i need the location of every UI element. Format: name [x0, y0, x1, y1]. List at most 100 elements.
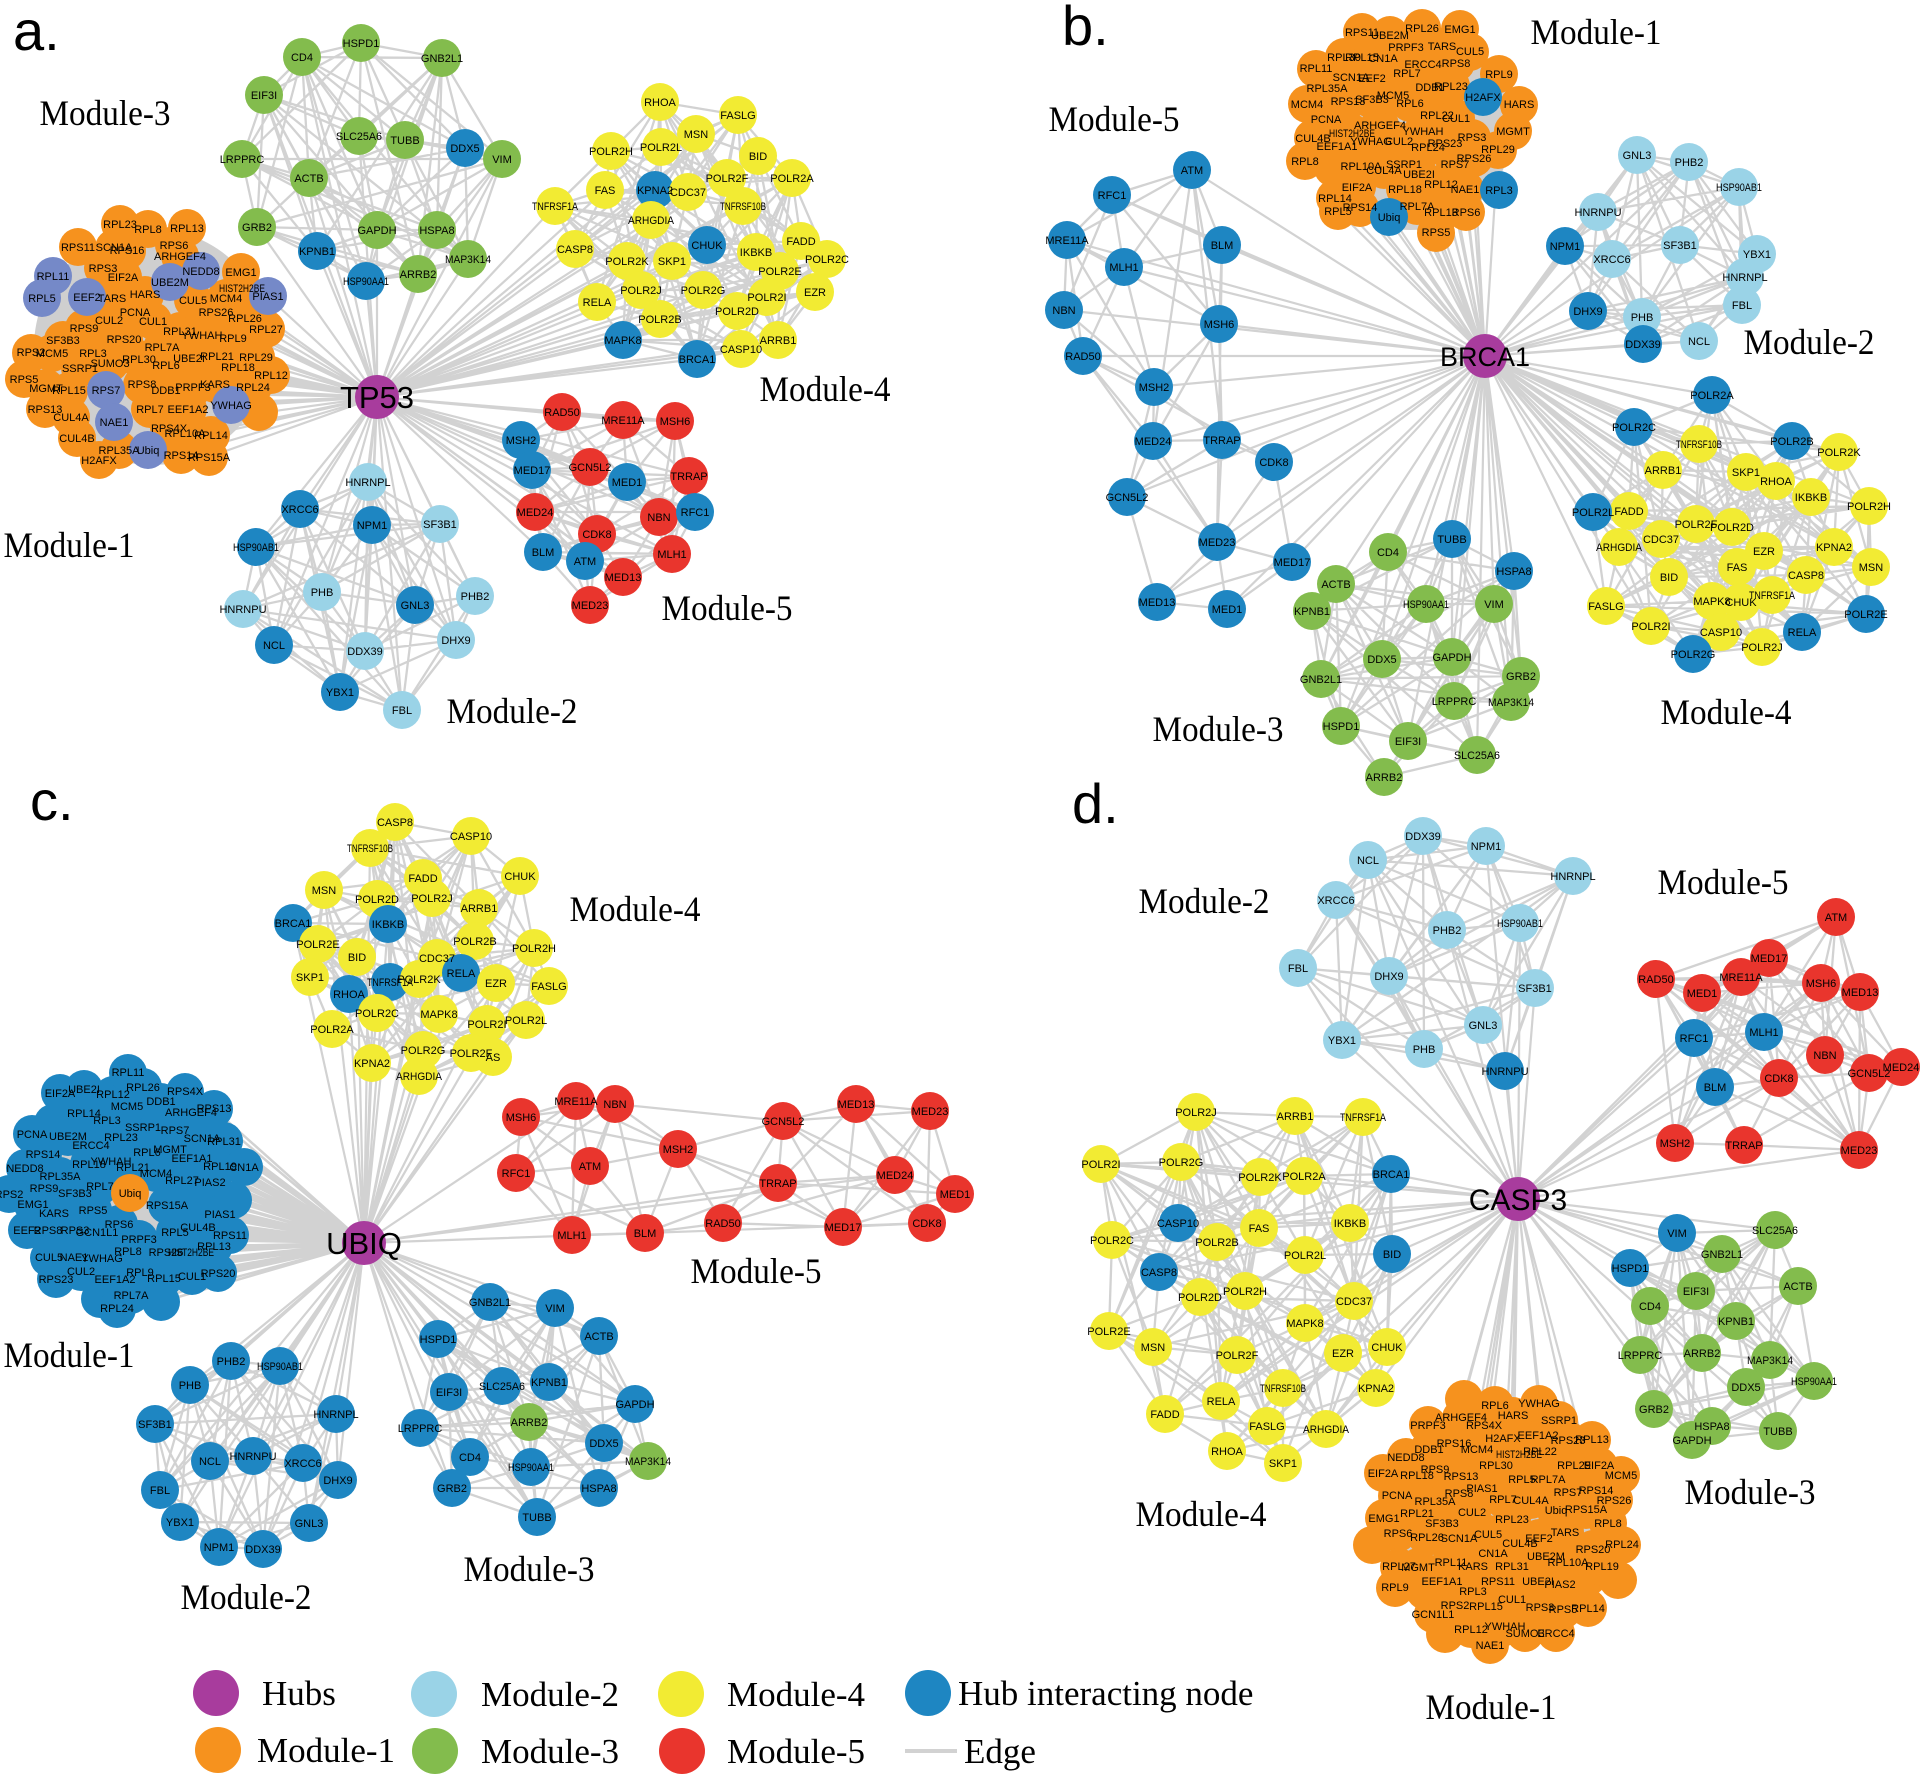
svg-text:PHB2: PHB2 [1433, 925, 1462, 937]
svg-text:Module-5: Module-5 [1049, 99, 1180, 139]
svg-text:MGMT: MGMT [153, 1144, 187, 1156]
svg-text:CUL5: CUL5 [1474, 1529, 1502, 1541]
svg-text:HNRNPU: HNRNPU [1481, 1066, 1528, 1078]
svg-text:RPL23: RPL23 [1495, 1514, 1529, 1526]
svg-text:CDC37: CDC37 [1336, 1296, 1372, 1308]
svg-text:RPL7: RPL7 [136, 404, 164, 416]
svg-text:SF3B1: SF3B1 [138, 1419, 172, 1431]
svg-text:POLR2A: POLR2A [1282, 1171, 1326, 1183]
svg-text:GAPDH: GAPDH [615, 1399, 654, 1411]
svg-text:RPS13: RPS13 [197, 1103, 232, 1115]
svg-text:RPL14: RPL14 [194, 430, 228, 442]
svg-text:EIF2A: EIF2A [1342, 182, 1373, 194]
svg-text:BRCA1: BRCA1 [275, 918, 312, 930]
svg-text:DDX39: DDX39 [245, 1544, 280, 1556]
svg-text:RPL9: RPL9 [1485, 69, 1513, 81]
svg-text:PIAS1: PIAS1 [252, 291, 283, 303]
svg-text:YBX1: YBX1 [166, 1517, 194, 1529]
svg-text:NEDD8: NEDD8 [1387, 1452, 1424, 1464]
svg-text:MED24: MED24 [1135, 436, 1172, 448]
svg-text:MGMT: MGMT [1401, 1562, 1435, 1574]
svg-text:PHB: PHB [1413, 1044, 1436, 1056]
svg-text:NEDD8: NEDD8 [6, 1163, 43, 1175]
svg-text:RPL22: RPL22 [1523, 1446, 1557, 1458]
svg-text:POLR2L: POLR2L [505, 1015, 547, 1027]
svg-text:RPL9: RPL9 [1381, 1582, 1409, 1594]
svg-text:CUL1: CUL1 [1442, 113, 1470, 125]
svg-text:TNFRSF10B: TNFRSF10B [720, 201, 766, 213]
svg-text:CASP8: CASP8 [557, 244, 593, 256]
svg-text:TARS: TARS [1428, 41, 1457, 53]
svg-text:RPS23: RPS23 [1551, 1435, 1586, 1447]
svg-text:Module-5: Module-5 [662, 588, 793, 628]
svg-text:CDC37: CDC37 [1643, 534, 1679, 546]
svg-text:ARRB2: ARRB2 [511, 1417, 548, 1429]
svg-text:HARS: HARS [130, 289, 161, 301]
svg-text:BLM: BLM [634, 1228, 657, 1240]
svg-text:FADD: FADD [408, 873, 437, 885]
svg-text:MED13: MED13 [1842, 987, 1879, 999]
svg-text:LRPPRC: LRPPRC [1618, 1350, 1663, 1362]
svg-text:POLR2D: POLR2D [715, 306, 759, 318]
svg-text:NCL: NCL [1357, 855, 1379, 867]
svg-text:RPS20: RPS20 [1576, 1544, 1611, 1556]
svg-text:EZR: EZR [485, 978, 507, 990]
svg-text:EEF1A2: EEF1A2 [1518, 1430, 1559, 1442]
svg-text:RHOA: RHOA [644, 97, 676, 109]
svg-text:ARHGDIA: ARHGDIA [1303, 1424, 1350, 1436]
svg-text:POLR2C: POLR2C [355, 1008, 399, 1020]
svg-text:VIM: VIM [1667, 1228, 1687, 1240]
svg-text:ERCC4: ERCC4 [1537, 1628, 1574, 1640]
svg-text:Module-5: Module-5 [727, 1732, 865, 1771]
svg-text:HNRNPL: HNRNPL [313, 1409, 358, 1421]
svg-text:c.: c. [30, 769, 74, 832]
svg-text:RPS7: RPS7 [1441, 159, 1470, 171]
svg-text:DDX5: DDX5 [450, 143, 479, 155]
svg-text:YWHAH: YWHAH [1485, 1621, 1526, 1633]
svg-text:RPL18: RPL18 [1388, 184, 1422, 196]
svg-text:RPL26: RPL26 [1410, 1532, 1444, 1544]
svg-text:NCL: NCL [199, 1456, 221, 1468]
svg-text:CUL5: CUL5 [1456, 46, 1484, 58]
svg-text:DDX39: DDX39 [1625, 339, 1660, 351]
svg-text:MLH1: MLH1 [1109, 262, 1138, 274]
svg-text:Ubiq: Ubiq [1378, 212, 1401, 224]
svg-text:GCN5L2: GCN5L2 [1106, 492, 1149, 504]
svg-text:POLR2F: POLR2F [706, 173, 749, 185]
svg-text:SUMO3: SUMO3 [1505, 1628, 1544, 1640]
svg-text:RPL5: RPL5 [161, 1227, 189, 1239]
svg-text:BLM: BLM [1211, 240, 1234, 252]
svg-text:MED1: MED1 [940, 1189, 971, 1201]
svg-text:RPS13: RPS13 [1444, 1471, 1479, 1483]
svg-text:GNB2L1: GNB2L1 [421, 53, 463, 65]
svg-text:TUBB: TUBB [522, 1512, 551, 1524]
svg-text:HSPA8: HSPA8 [1496, 566, 1531, 578]
svg-text:FBL: FBL [1732, 300, 1752, 312]
svg-text:GNL3: GNL3 [401, 600, 430, 612]
svg-text:IKBKB: IKBKB [740, 247, 772, 259]
svg-text:SF3B3: SF3B3 [1355, 94, 1389, 106]
svg-text:ARHGDIA: ARHGDIA [396, 1071, 443, 1083]
svg-text:ARRB1: ARRB1 [461, 903, 498, 915]
svg-text:FBL: FBL [150, 1485, 170, 1497]
svg-text:BRCA1: BRCA1 [679, 354, 716, 366]
svg-text:RAD50: RAD50 [1638, 974, 1673, 986]
svg-text:ATM: ATM [574, 556, 596, 568]
svg-text:NEDD8: NEDD8 [182, 266, 219, 278]
svg-text:Module-3: Module-3 [1153, 709, 1284, 749]
svg-text:PRPF3: PRPF3 [175, 382, 210, 394]
svg-text:MED13: MED13 [838, 1099, 875, 1111]
svg-text:SLC25A6: SLC25A6 [336, 131, 382, 143]
svg-text:TUBB: TUBB [390, 135, 419, 147]
svg-text:DDX5: DDX5 [1367, 654, 1396, 666]
svg-text:SF3B3: SF3B3 [1425, 1518, 1459, 1530]
svg-text:CD4: CD4 [291, 52, 313, 64]
svg-text:RPL30: RPL30 [122, 354, 156, 366]
svg-text:RPS15A: RPS15A [188, 452, 231, 464]
svg-text:HSPD1: HSPD1 [1323, 721, 1360, 733]
svg-text:CN1A: CN1A [1368, 53, 1398, 65]
svg-text:MRE11A: MRE11A [601, 415, 645, 427]
svg-text:SF3B1: SF3B1 [1518, 983, 1552, 995]
svg-text:RPL15: RPL15 [147, 1273, 181, 1285]
svg-text:PRPF3: PRPF3 [121, 1234, 156, 1246]
